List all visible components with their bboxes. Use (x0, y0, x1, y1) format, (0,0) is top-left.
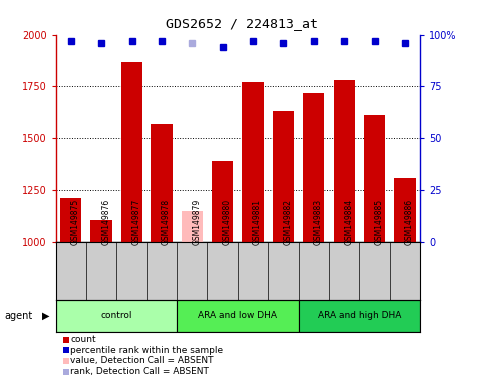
Bar (334, 80, 355, 242)
Text: GSM149884: GSM149884 (344, 199, 353, 245)
Bar (212, 161, 233, 242)
Text: GSM149881: GSM149881 (253, 199, 262, 245)
Text: value, Detection Call = ABSENT: value, Detection Call = ABSENT (70, 356, 213, 366)
Text: GDS2652 / 224813_at: GDS2652 / 224813_at (166, 17, 317, 30)
Text: ▶: ▶ (42, 311, 50, 321)
Text: GSM149882: GSM149882 (284, 199, 293, 245)
Text: GSM149875: GSM149875 (71, 199, 80, 245)
Text: GSM149886: GSM149886 (405, 199, 414, 245)
Text: GSM149879: GSM149879 (192, 199, 201, 245)
Bar (298, 300, 420, 332)
Bar (303, 93, 325, 242)
Bar (242, 82, 264, 242)
Bar (121, 61, 142, 242)
Text: GSM149880: GSM149880 (223, 199, 232, 245)
Bar (177, 300, 298, 332)
Text: GSM149878: GSM149878 (162, 199, 171, 245)
Text: count: count (70, 335, 96, 344)
Text: percentile rank within the sample: percentile rank within the sample (70, 346, 223, 355)
Text: GSM149877: GSM149877 (131, 199, 141, 245)
Bar (60, 199, 81, 242)
Bar (182, 211, 203, 242)
Text: control: control (100, 311, 132, 320)
Bar (56, 300, 177, 332)
Text: agent: agent (5, 311, 33, 321)
Text: GSM149883: GSM149883 (314, 199, 323, 245)
Bar (395, 178, 416, 242)
Bar (273, 111, 294, 242)
Text: ARA and low DHA: ARA and low DHA (199, 311, 277, 320)
Text: ARA and high DHA: ARA and high DHA (318, 311, 401, 320)
Text: rank, Detection Call = ABSENT: rank, Detection Call = ABSENT (70, 367, 209, 376)
Bar (151, 124, 172, 242)
Bar (90, 220, 112, 242)
Text: GSM149885: GSM149885 (375, 199, 384, 245)
Bar (364, 116, 385, 242)
Text: GSM149876: GSM149876 (101, 199, 110, 245)
